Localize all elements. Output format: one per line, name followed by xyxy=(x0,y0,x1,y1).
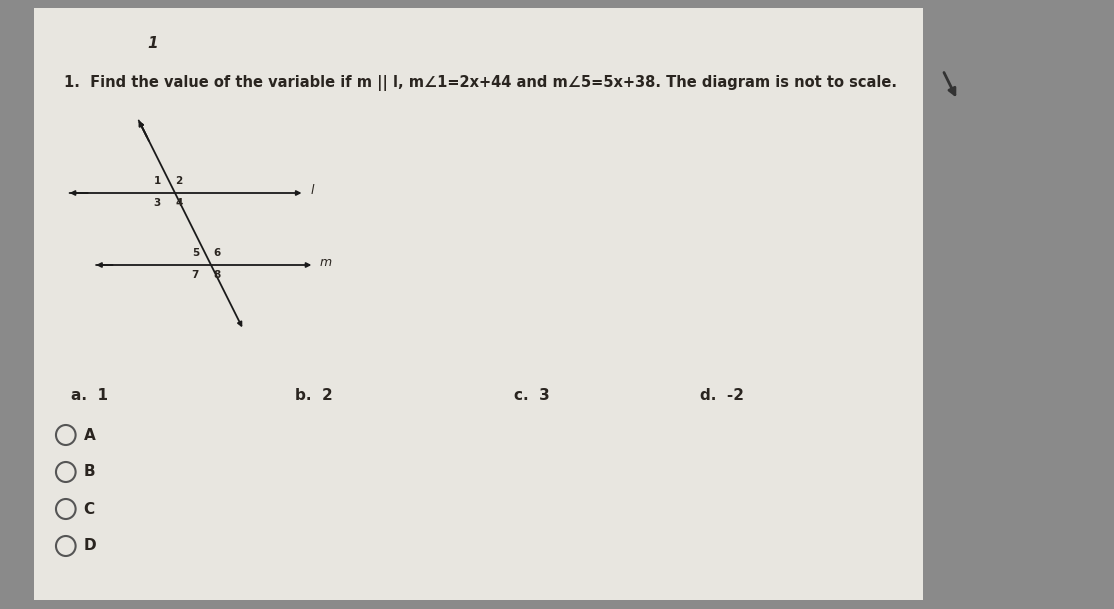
Text: a.  1: a. 1 xyxy=(71,387,108,403)
Text: 1: 1 xyxy=(154,176,160,186)
Text: 5: 5 xyxy=(192,248,199,258)
Text: m: m xyxy=(319,256,331,269)
Text: B: B xyxy=(84,465,95,479)
Text: l: l xyxy=(311,183,314,197)
Text: 3: 3 xyxy=(154,198,160,208)
Text: 1.  Find the value of the variable if m || l, m∠1=2x+44 and m∠5=5x+38. The diagr: 1. Find the value of the variable if m |… xyxy=(63,75,897,91)
Text: 8: 8 xyxy=(214,270,221,280)
Text: 1: 1 xyxy=(147,36,157,51)
Text: c.  3: c. 3 xyxy=(515,387,550,403)
Text: A: A xyxy=(84,428,95,443)
Text: 7: 7 xyxy=(192,270,199,280)
Text: D: D xyxy=(84,538,96,554)
FancyBboxPatch shape xyxy=(35,8,924,600)
Text: b.  2: b. 2 xyxy=(295,387,333,403)
Text: 6: 6 xyxy=(214,248,221,258)
Text: 2: 2 xyxy=(175,176,183,186)
Text: C: C xyxy=(84,501,95,516)
Text: 4: 4 xyxy=(175,198,183,208)
Text: d.  -2: d. -2 xyxy=(700,387,744,403)
